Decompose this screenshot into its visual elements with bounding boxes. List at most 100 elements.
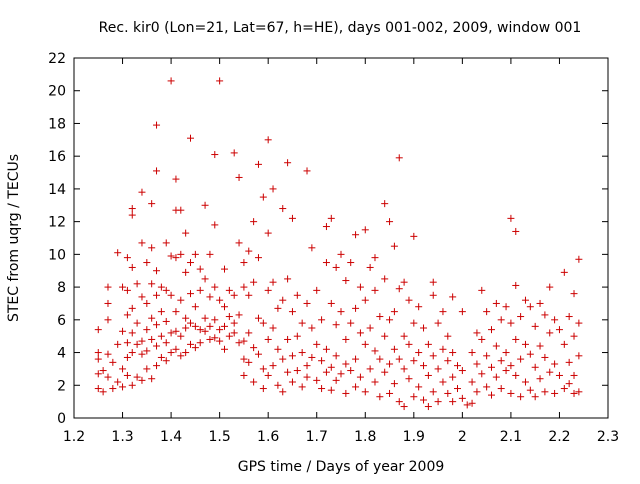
data-point — [191, 250, 199, 258]
data-point — [468, 349, 476, 357]
x-tick-label: 1.8 — [354, 429, 376, 445]
data-point — [128, 381, 136, 389]
data-point — [327, 386, 335, 394]
data-point — [560, 340, 568, 348]
data-point — [356, 329, 364, 337]
data-point — [191, 303, 199, 311]
data-point — [153, 121, 161, 129]
data-point — [322, 223, 330, 231]
data-point — [172, 327, 180, 335]
data-point — [298, 383, 306, 391]
data-point — [415, 349, 423, 357]
data-point — [366, 263, 374, 271]
data-point — [410, 357, 418, 365]
data-point — [400, 332, 408, 340]
data-point — [201, 201, 209, 209]
data-point — [104, 350, 112, 358]
data-point — [371, 378, 379, 386]
data-point — [371, 286, 379, 294]
data-point — [298, 319, 306, 327]
y-tick-label: 8 — [57, 280, 66, 296]
data-point — [182, 349, 190, 357]
data-point — [250, 378, 258, 386]
data-point — [211, 283, 219, 291]
data-point — [162, 286, 170, 294]
data-point — [517, 313, 525, 321]
x-axis: 1.2 1.3 1.4 1.5 1.6 1.7 1.8 1.9 2 2.1 2.2 2.3 — [63, 58, 619, 445]
x-axis-label: GPS time / Days of year 2009 — [238, 459, 445, 475]
data-point — [264, 229, 272, 237]
y-tick-label: 16 — [48, 149, 66, 165]
data-point — [274, 304, 282, 312]
data-point — [114, 249, 122, 257]
data-point — [546, 368, 554, 376]
data-point — [196, 326, 204, 334]
y-axis: 0 2 4 6 8 10 12 14 16 18 20 22 — [48, 51, 608, 427]
data-point — [153, 362, 161, 370]
data-point — [400, 403, 408, 411]
data-point — [565, 380, 573, 388]
data-point — [381, 275, 389, 283]
data-point — [526, 350, 534, 358]
y-tick-label: 18 — [48, 116, 66, 132]
data-point — [521, 378, 529, 386]
data-point — [206, 250, 214, 258]
data-point — [269, 185, 277, 193]
data-point — [342, 277, 350, 285]
data-point — [512, 335, 520, 343]
data-point — [400, 365, 408, 373]
data-point — [235, 239, 243, 247]
x-tick-label: 1.4 — [160, 429, 182, 445]
x-tick-label: 1.9 — [403, 429, 425, 445]
data-point — [143, 365, 151, 373]
data-point — [177, 332, 185, 340]
data-point — [546, 283, 554, 291]
data-point — [517, 393, 525, 401]
data-point — [560, 268, 568, 276]
data-point — [512, 227, 520, 235]
x-tick-label: 2.1 — [500, 429, 522, 445]
data-point — [473, 360, 481, 368]
data-point — [235, 173, 243, 181]
x-tick-label: 1.5 — [209, 429, 231, 445]
data-point — [138, 293, 146, 301]
data-point — [245, 358, 253, 366]
data-point — [196, 286, 204, 294]
data-point — [123, 254, 131, 262]
data-point — [449, 293, 457, 301]
x-tick-label: 1.2 — [63, 429, 85, 445]
data-point — [313, 376, 321, 384]
data-point — [128, 349, 136, 357]
data-point — [94, 385, 102, 393]
data-point — [235, 339, 243, 347]
data-point — [521, 296, 529, 304]
data-point — [332, 376, 340, 384]
data-point — [541, 388, 549, 396]
data-point — [386, 316, 394, 324]
data-point — [429, 352, 437, 360]
data-point — [128, 205, 136, 213]
data-point — [386, 360, 394, 368]
data-point — [177, 296, 185, 304]
data-point — [201, 275, 209, 283]
data-point — [526, 386, 534, 394]
data-point — [497, 385, 505, 393]
data-point — [138, 376, 146, 384]
data-point — [551, 316, 559, 324]
data-point — [143, 326, 151, 334]
data-point — [395, 355, 403, 363]
data-point — [371, 254, 379, 262]
data-point — [182, 324, 190, 332]
data-point — [347, 259, 355, 267]
data-point — [104, 283, 112, 291]
data-point — [254, 160, 262, 168]
data-point — [119, 283, 127, 291]
data-point — [148, 200, 156, 208]
data-point — [284, 335, 292, 343]
data-point — [250, 344, 258, 352]
data-point — [259, 365, 267, 373]
data-point — [487, 391, 495, 399]
data-point — [167, 349, 175, 357]
data-point — [143, 299, 151, 307]
data-point — [541, 353, 549, 361]
